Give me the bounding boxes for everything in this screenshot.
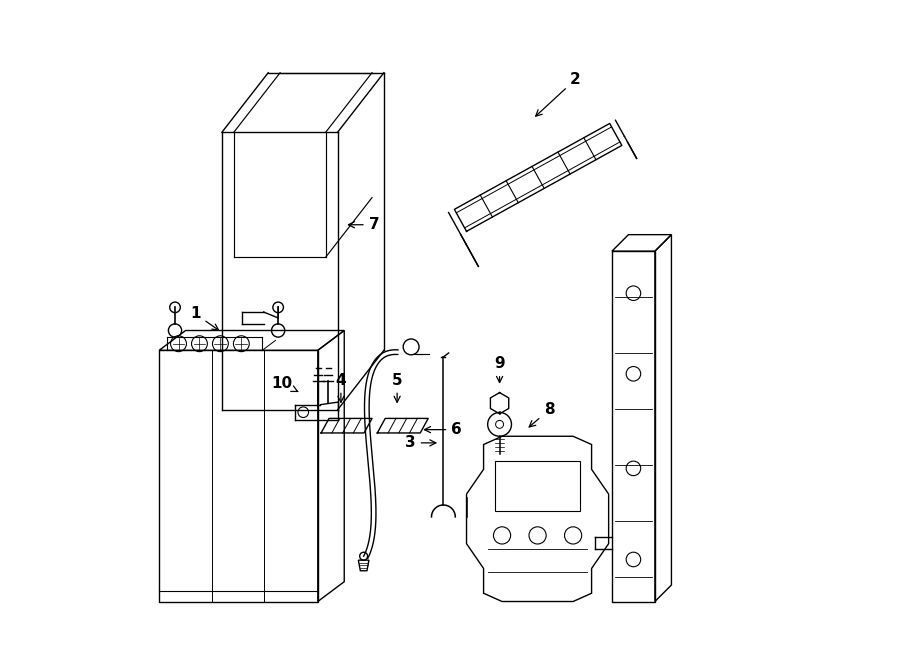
Bar (495, 461, 580, 510)
Text: 7: 7 (348, 217, 379, 232)
Text: 4: 4 (336, 373, 346, 403)
Text: 1: 1 (190, 307, 219, 330)
Text: 5: 5 (392, 373, 402, 403)
Text: 3: 3 (405, 436, 436, 450)
Text: 2: 2 (536, 72, 581, 116)
Text: 10: 10 (271, 376, 298, 391)
Bar (159, 350, 318, 602)
Text: 8: 8 (529, 403, 554, 427)
Text: 6: 6 (425, 422, 462, 437)
Bar (612, 251, 655, 602)
Text: 9: 9 (494, 356, 505, 383)
